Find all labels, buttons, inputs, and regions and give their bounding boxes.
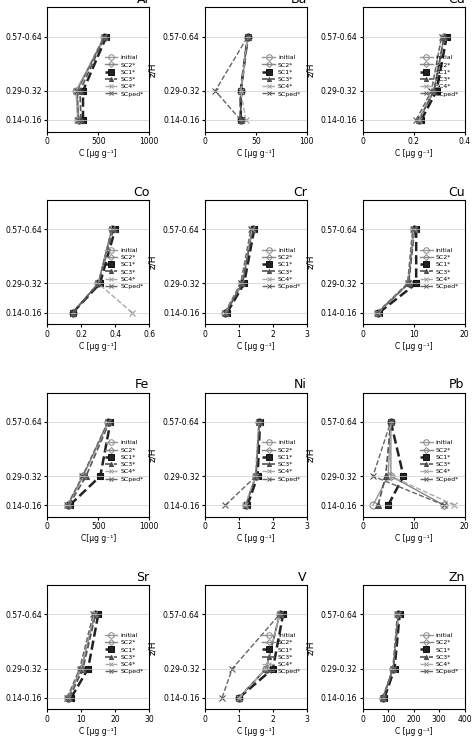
Legend: initial, SC2*, SC1*, SC3*, SC4*, SCped*: initial, SC2*, SC1*, SC3*, SC4*, SCped* bbox=[418, 245, 461, 292]
X-axis label: C [µg g⁻¹]: C [µg g⁻¹] bbox=[237, 341, 275, 350]
Legend: initial, SC2*, SC1*, SC3*, SC4*, SCped*: initial, SC2*, SC1*, SC3*, SC4*, SCped* bbox=[418, 52, 461, 99]
Legend: initial, SC2*, SC1*, SC3*, SC4*, SCped*: initial, SC2*, SC1*, SC3*, SC4*, SCped* bbox=[418, 630, 461, 677]
X-axis label: C [µg g⁻¹]: C [µg g⁻¹] bbox=[237, 534, 275, 543]
Y-axis label: z/H: z/H bbox=[306, 640, 315, 655]
Legend: initial, SC2*, SC1*, SC3*, SC4*, SCped*: initial, SC2*, SC1*, SC3*, SC4*, SCped* bbox=[102, 437, 146, 484]
Text: Cd: Cd bbox=[448, 0, 465, 6]
X-axis label: C [µg g⁻¹]: C [µg g⁻¹] bbox=[80, 149, 117, 158]
Y-axis label: z/H: z/H bbox=[306, 255, 315, 270]
Legend: initial, SC2*, SC1*, SC3*, SC4*, SCped*: initial, SC2*, SC1*, SC3*, SC4*, SCped* bbox=[260, 630, 304, 677]
Text: Ba: Ba bbox=[291, 0, 307, 6]
Text: Fe: Fe bbox=[135, 378, 149, 392]
Text: Pb: Pb bbox=[449, 378, 465, 392]
Text: Co: Co bbox=[133, 185, 149, 199]
X-axis label: C [µg g⁻¹]: C [µg g⁻¹] bbox=[395, 726, 432, 736]
Text: Al: Al bbox=[137, 0, 149, 6]
Y-axis label: z/H: z/H bbox=[148, 447, 157, 462]
Y-axis label: z/H: z/H bbox=[148, 62, 157, 77]
Y-axis label: z/H: z/H bbox=[148, 640, 157, 655]
X-axis label: C [µg g⁻¹]: C [µg g⁻¹] bbox=[395, 341, 432, 350]
X-axis label: C [µg g⁻¹]: C [µg g⁻¹] bbox=[80, 726, 117, 736]
X-axis label: C [µg g⁻¹]: C [µg g⁻¹] bbox=[395, 534, 432, 543]
X-axis label: C [µg g⁻¹]: C [µg g⁻¹] bbox=[237, 149, 275, 158]
Legend: initial, SC2*, SC1*, SC3*, SC4*, SCped*: initial, SC2*, SC1*, SC3*, SC4*, SCped* bbox=[102, 245, 146, 292]
Legend: initial, SC2*, SC1*, SC3*, SC4*, SCped*: initial, SC2*, SC1*, SC3*, SC4*, SCped* bbox=[102, 52, 146, 99]
Legend: initial, SC2*, SC1*, SC3*, SC4*, SCped*: initial, SC2*, SC1*, SC3*, SC4*, SCped* bbox=[418, 437, 461, 484]
X-axis label: C [µg g⁻¹]: C [µg g⁻¹] bbox=[395, 149, 432, 158]
Y-axis label: z/H: z/H bbox=[148, 255, 157, 270]
X-axis label: C [µg g⁻¹]: C [µg g⁻¹] bbox=[237, 726, 275, 736]
Legend: initial, SC2*, SC1*, SC3*, SC4*, SCped*: initial, SC2*, SC1*, SC3*, SC4*, SCped* bbox=[260, 245, 304, 292]
Text: Cr: Cr bbox=[293, 185, 307, 199]
Text: Sr: Sr bbox=[136, 571, 149, 584]
Y-axis label: z/H: z/H bbox=[306, 447, 315, 462]
Legend: initial, SC2*, SC1*, SC3*, SC4*, SCped*: initial, SC2*, SC1*, SC3*, SC4*, SCped* bbox=[260, 52, 304, 99]
Text: Cu: Cu bbox=[448, 185, 465, 199]
Text: V: V bbox=[298, 571, 307, 584]
X-axis label: C[µg g⁻¹]: C[µg g⁻¹] bbox=[81, 534, 116, 543]
Legend: initial, SC2*, SC1*, SC3*, SC4*, SCped*: initial, SC2*, SC1*, SC3*, SC4*, SCped* bbox=[260, 437, 304, 484]
Text: Ni: Ni bbox=[294, 378, 307, 392]
Text: Zn: Zn bbox=[448, 571, 465, 584]
X-axis label: C [µg g⁻¹]: C [µg g⁻¹] bbox=[80, 341, 117, 350]
Y-axis label: z/H: z/H bbox=[306, 62, 315, 77]
Legend: initial, SC2*, SC1*, SC3*, SC4*, SCped*: initial, SC2*, SC1*, SC3*, SC4*, SCped* bbox=[102, 630, 146, 677]
